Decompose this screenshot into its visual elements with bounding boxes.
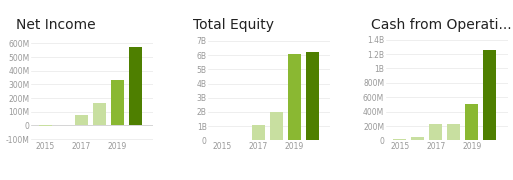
Bar (447, 124, 460, 140)
Bar (252, 125, 265, 140)
Text: Net Income: Net Income (16, 18, 96, 32)
Bar (75, 115, 88, 125)
Bar (393, 139, 406, 140)
Text: Total Equity: Total Equity (193, 18, 274, 32)
Bar (129, 48, 142, 125)
Bar (288, 54, 301, 140)
Bar (411, 137, 424, 140)
Bar (429, 124, 442, 140)
Bar (93, 103, 106, 125)
Bar (465, 104, 478, 140)
Text: Cash from Operati...: Cash from Operati... (371, 18, 511, 32)
Bar (306, 52, 319, 140)
Bar (270, 112, 283, 140)
Bar (111, 80, 124, 125)
Bar (483, 50, 497, 140)
Bar (38, 125, 52, 127)
